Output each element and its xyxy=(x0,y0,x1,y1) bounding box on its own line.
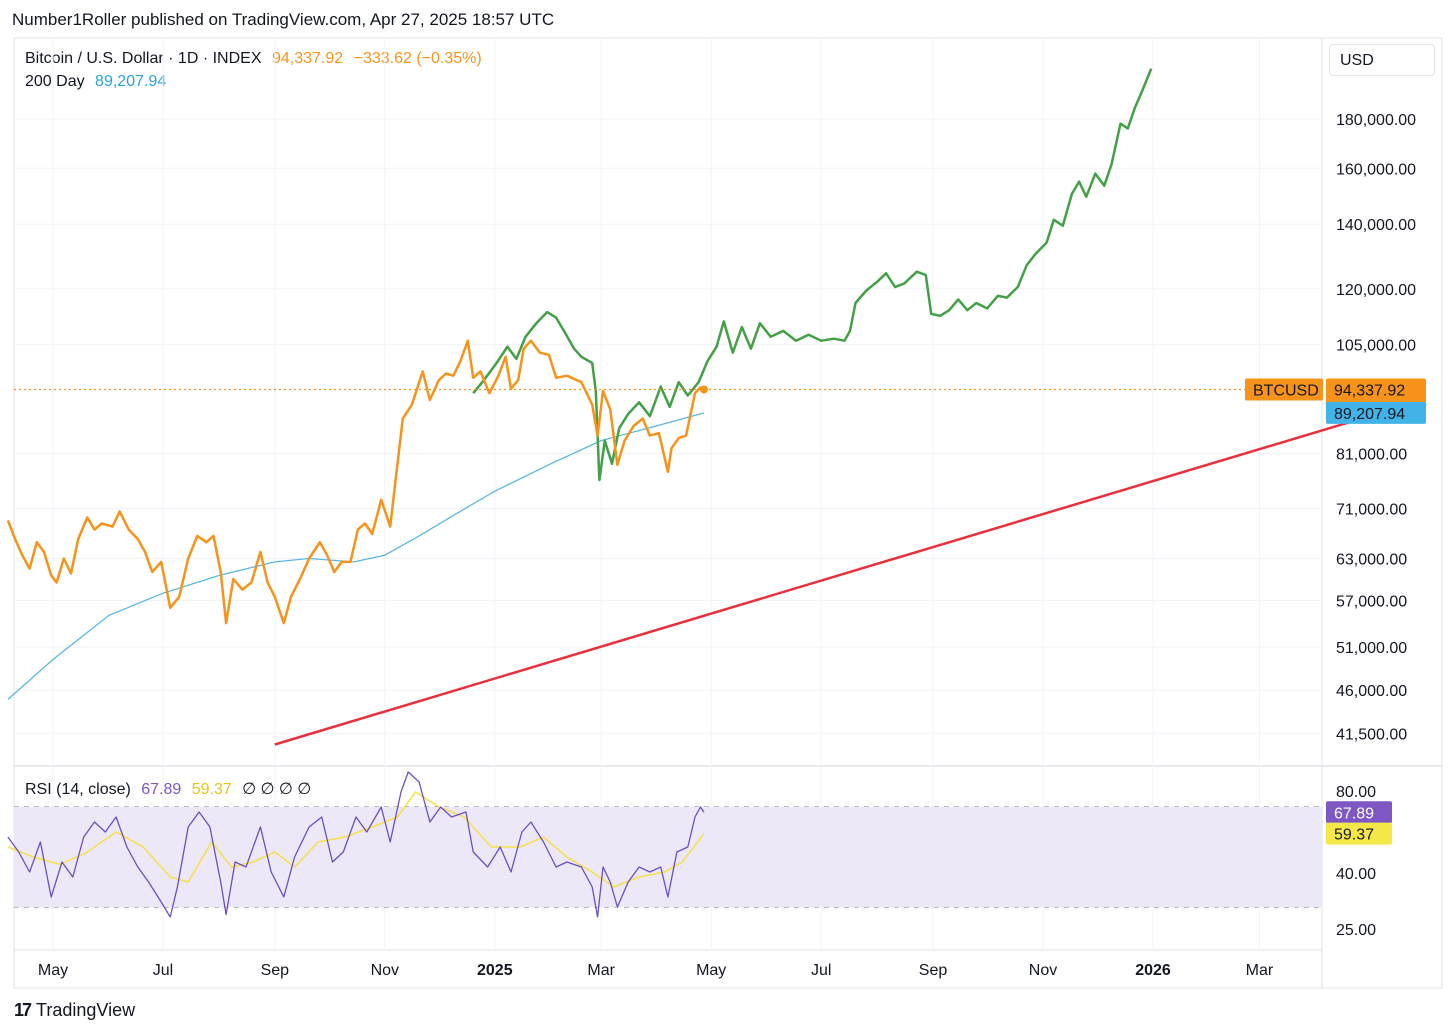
rsi-label[interactable]: RSI (14, close) xyxy=(25,781,131,798)
ma-price-tag-bg xyxy=(1326,401,1426,424)
time-tick-label: May xyxy=(38,962,68,979)
rsi-ma-tag: 59.37 xyxy=(1334,827,1374,844)
time-tick-label: Jul xyxy=(811,962,831,979)
time-tick-label: Nov xyxy=(371,962,399,979)
rsi-band-fill xyxy=(14,807,1322,907)
price-tick-label: 71,000.00 xyxy=(1336,501,1407,518)
series-layer xyxy=(6,68,1370,918)
last-price-tag: 94,337.92 xyxy=(1334,382,1405,399)
symbol-name[interactable]: Bitcoin / U.S. Dollar · 1D · INDEX xyxy=(25,50,262,67)
rsi-line xyxy=(7,771,705,918)
rsi-value: 67.89 xyxy=(141,781,182,798)
price-change: −333.62 (−0.35%) xyxy=(353,50,482,67)
currency-selector[interactable]: USD xyxy=(1329,44,1435,76)
price-tick-label: 57,000.00 xyxy=(1336,593,1407,610)
time-tick-label: Nov xyxy=(1029,962,1057,979)
projection-line xyxy=(472,68,1153,482)
chart-frame xyxy=(13,37,1443,989)
rsi-tag-bg xyxy=(1326,801,1392,824)
price-tick-label: 63,000.00 xyxy=(1336,552,1407,569)
symbol-legend: Bitcoin / U.S. Dollar · 1D · INDEX 94,33… xyxy=(25,50,488,68)
ma-200-line xyxy=(7,412,705,700)
last-price: 94,337.92 xyxy=(271,50,344,67)
grid-lines xyxy=(13,37,1443,989)
rsi-tick-label: 40.00 xyxy=(1336,866,1376,883)
price-tick-label: 105,000.00 xyxy=(1336,338,1416,355)
time-tick-label: May xyxy=(696,962,726,979)
tv-logo-icon: 17 xyxy=(14,1000,32,1020)
tradingview-logo[interactable]: 17 TradingView xyxy=(14,1000,135,1021)
publisher-caption: Number1Roller published on TradingView.c… xyxy=(12,10,555,29)
btc-price-line xyxy=(6,339,705,625)
last-price-dot xyxy=(699,385,708,394)
ticker-tag-bg xyxy=(1245,378,1323,401)
rsi-legend: RSI (14, close) 67.89 59.37 ∅ ∅ ∅ ∅ xyxy=(25,779,317,799)
price-tick-label: 46,000.00 xyxy=(1336,683,1407,700)
rsi-ma-tag-bg xyxy=(1326,822,1392,845)
brand-name: TradingView xyxy=(36,1000,136,1020)
rsi-tag: 67.89 xyxy=(1334,805,1374,822)
rsi-tick-label: 80.00 xyxy=(1336,784,1376,801)
ticker-tag: BTCUSD xyxy=(1253,382,1319,399)
time-tick-label: Jul xyxy=(153,962,173,979)
ma-value: 89,207.94 xyxy=(95,73,167,90)
ma-label[interactable]: 200 Day xyxy=(25,73,85,90)
axes: 41,500.00 46,000.00 51,000.00 57,000.00 63,0… xyxy=(38,112,1416,979)
price-tick-label: 81,000.00 xyxy=(1336,446,1407,463)
time-tick-label: Mar xyxy=(1246,962,1274,979)
trendline xyxy=(274,415,1370,746)
rsi-ma-value: 59.37 xyxy=(191,781,232,798)
ma-price-tag: 89,207.94 xyxy=(1334,406,1405,423)
price-tick-label: 51,000.00 xyxy=(1336,640,1407,657)
price-tags: BTCUSD94,337.9205:02:3189,207.9467.8959.… xyxy=(1245,378,1426,845)
price-tick-label: 41,500.00 xyxy=(1336,726,1407,743)
rsi-extra-values: ∅ ∅ ∅ ∅ xyxy=(242,781,312,798)
rsi-tick-label: 25.00 xyxy=(1336,922,1376,939)
price-tick-label: 160,000.00 xyxy=(1336,161,1416,178)
time-tick-label: 2026 xyxy=(1135,962,1171,979)
time-tick-label: Sep xyxy=(919,962,948,979)
price-tick-label: 140,000.00 xyxy=(1336,217,1416,234)
ma-legend: 200 Day 89,207.94 xyxy=(25,73,172,91)
time-tick-label: 2025 xyxy=(477,962,513,979)
price-tick-label: 180,000.00 xyxy=(1336,112,1416,129)
time-tick-label: Mar xyxy=(587,962,615,979)
time-tick-label: Sep xyxy=(261,962,290,979)
rsi-ma-line xyxy=(7,790,705,888)
price-tick-label: 120,000.00 xyxy=(1336,282,1416,299)
